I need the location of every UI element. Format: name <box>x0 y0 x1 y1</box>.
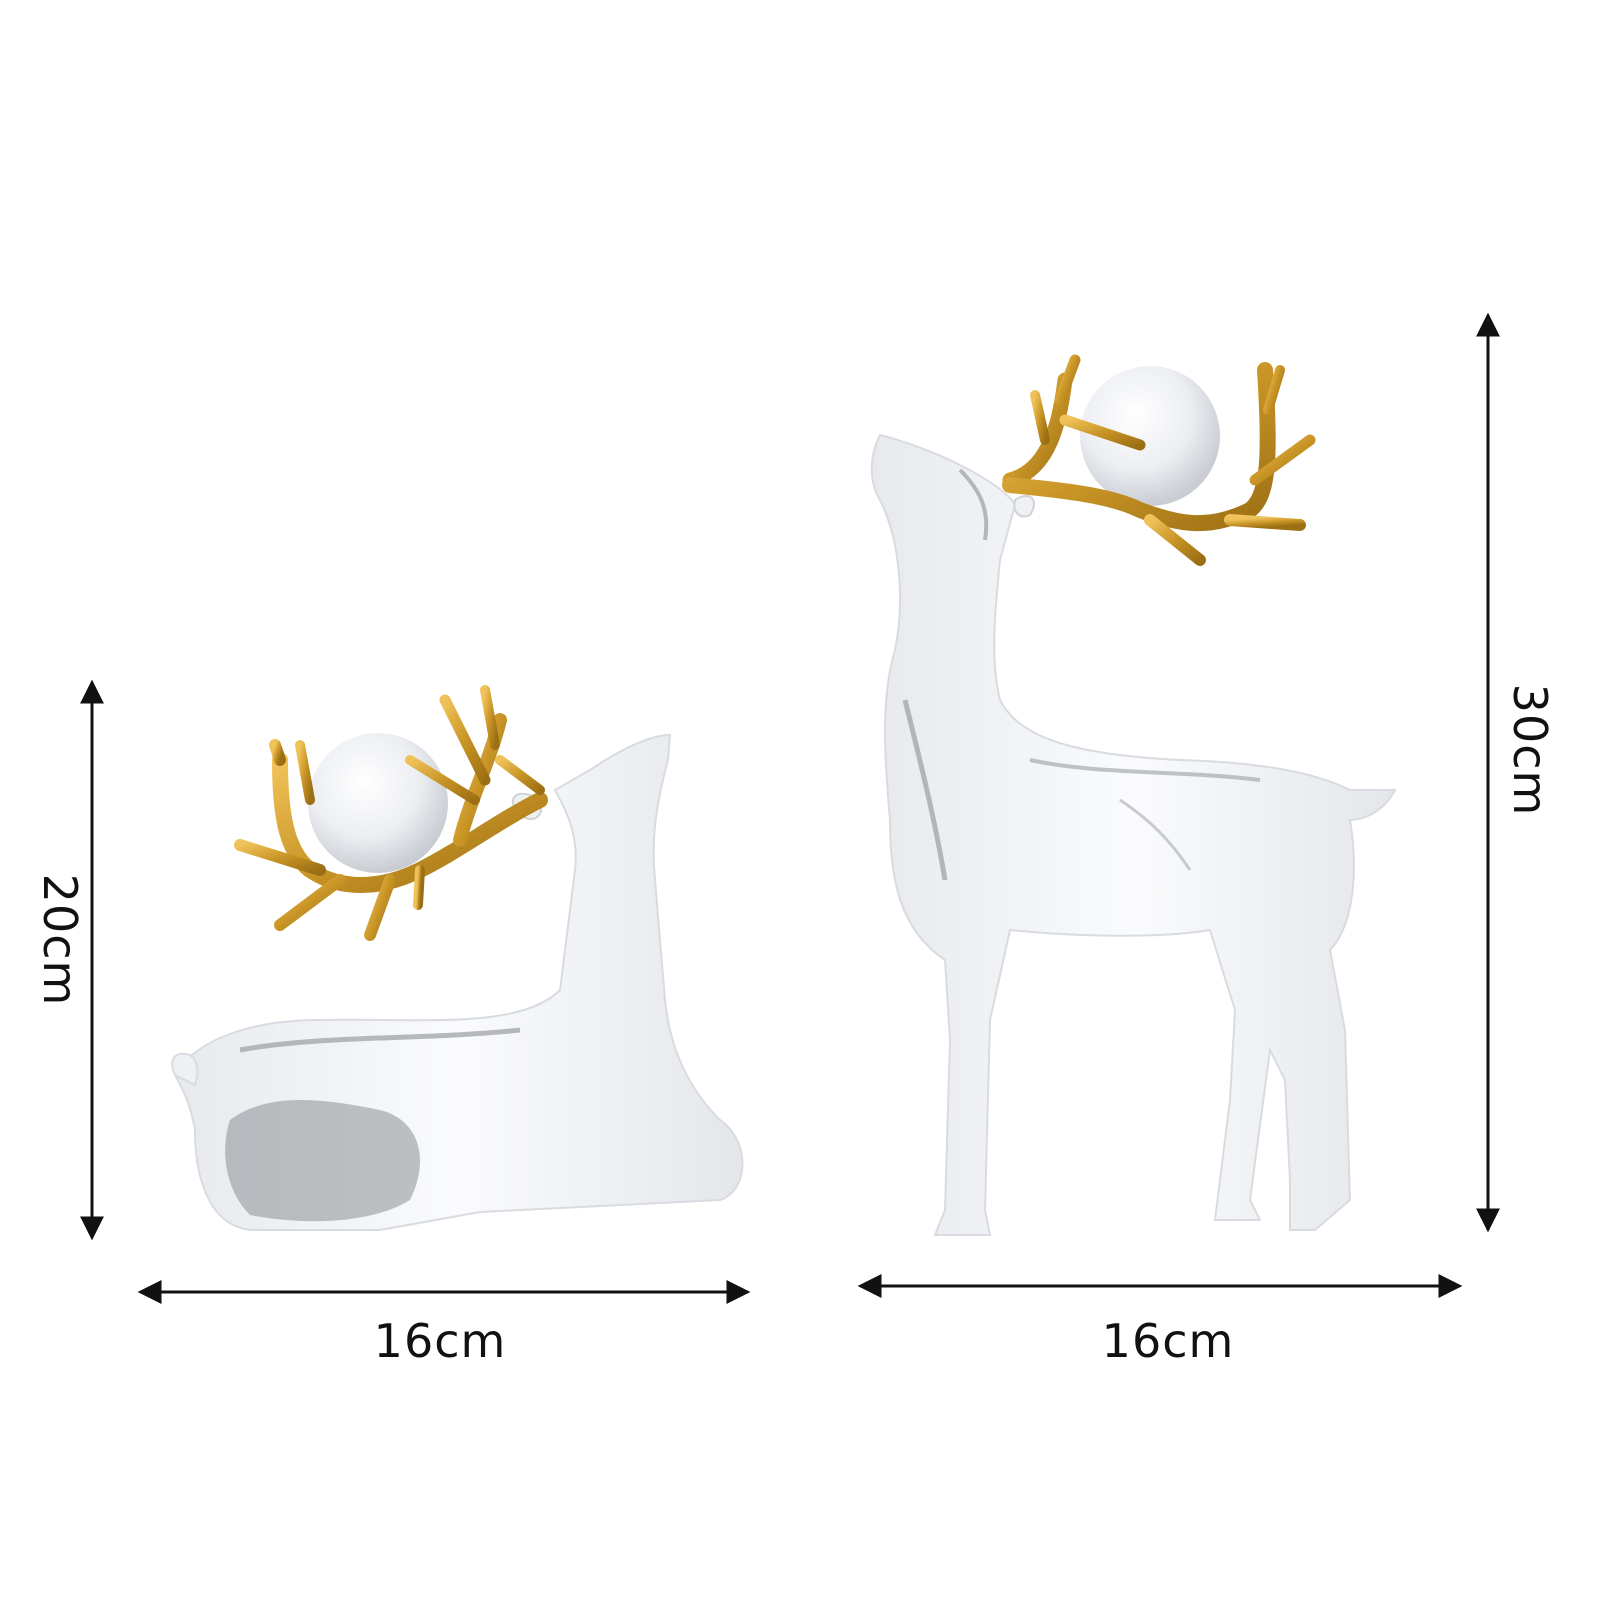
standing-deer-width-label: 16cm <box>1101 1314 1235 1368</box>
gold-antlers-right <box>1002 354 1316 566</box>
standing-deer-body <box>870 433 1397 1236</box>
crystal-orb-right <box>1080 366 1220 506</box>
standing-deer-height-label: 30cm <box>1503 683 1557 817</box>
dimension-arrows <box>80 312 1500 1304</box>
sitting-deer-figure <box>171 685 744 1231</box>
sitting-deer-width-label: 16cm <box>373 1314 507 1368</box>
marble-patch <box>225 1100 420 1222</box>
crystal-orb-left <box>308 733 448 873</box>
sitting-deer-height-label: 20cm <box>33 873 87 1007</box>
standing-deer-figure <box>870 354 1397 1236</box>
gold-antlers-left <box>234 685 548 941</box>
